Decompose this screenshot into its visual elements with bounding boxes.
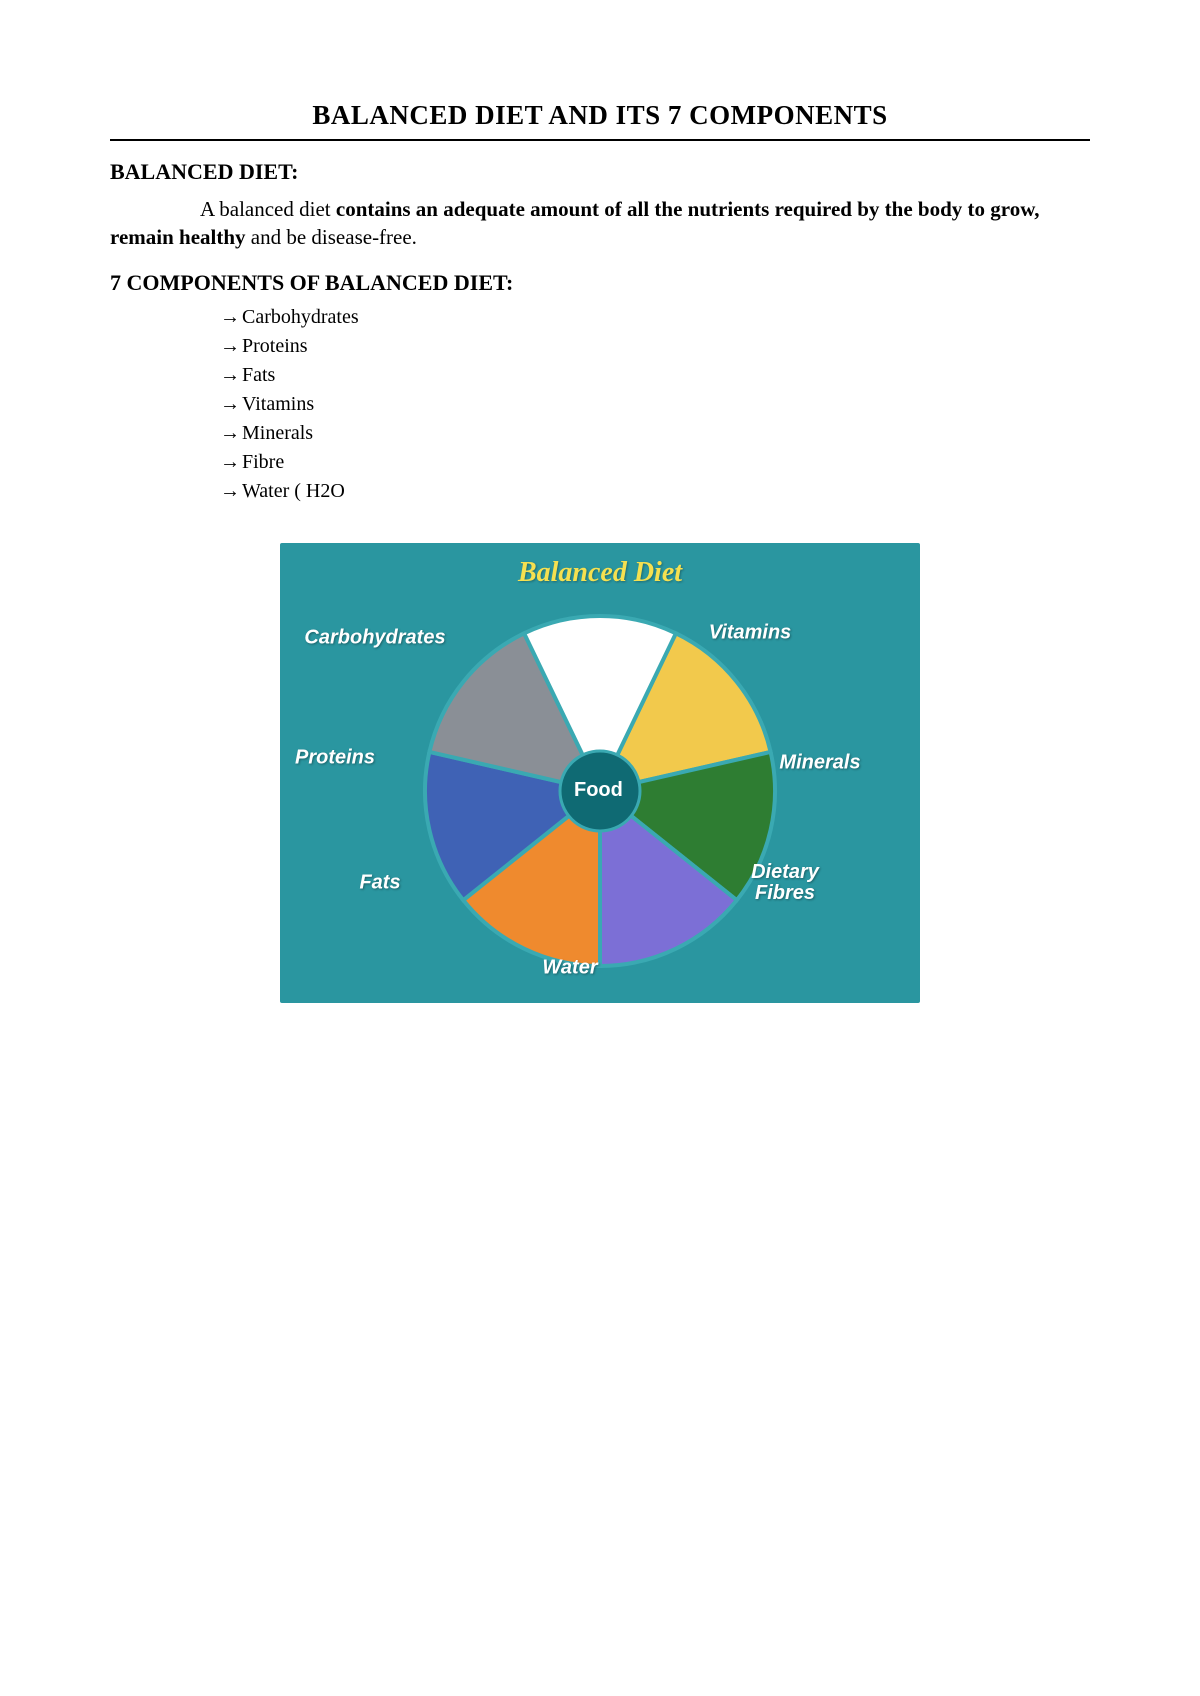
list-item-label: Carbohydrates — [242, 306, 359, 328]
components-list: →Carbohydrates→Proteins→Fats→Vitamins→Mi… — [220, 306, 1090, 503]
list-item-label: Water ( H2O — [242, 480, 345, 502]
list-item: →Vitamins — [220, 393, 1090, 416]
pie-slice-label: Minerals — [779, 752, 860, 773]
pie-slice-label: Water — [542, 957, 597, 978]
arrow-icon: → — [220, 451, 242, 474]
list-item-label: Fibre — [242, 451, 284, 473]
pie-slice-label: Vitamins — [709, 622, 792, 643]
para-lead: A balanced diet — [200, 197, 336, 221]
chart-title: Balanced Diet — [280, 557, 920, 589]
list-item: →Water ( H2O — [220, 480, 1090, 503]
pie-slice-label: Fats — [359, 872, 400, 893]
list-item: →Fats — [220, 364, 1090, 387]
intro-paragraph: A balanced diet contains an adequate amo… — [110, 195, 1090, 252]
para-tail: and be disease-free. — [246, 225, 417, 249]
section-heading-components: 7 COMPONENTS OF BALANCED DIET: — [110, 270, 1090, 296]
list-item-label: Proteins — [242, 335, 308, 357]
arrow-icon: → — [220, 480, 242, 503]
list-item: →Carbohydrates — [220, 306, 1090, 329]
arrow-icon: → — [220, 364, 242, 387]
title-rule — [110, 139, 1090, 141]
arrow-icon: → — [220, 335, 242, 358]
list-item: →Proteins — [220, 335, 1090, 358]
arrow-icon: → — [220, 306, 242, 329]
balanced-diet-pie-chart: Balanced Diet Food Vitamins Minerals Dietary… — [280, 543, 920, 1003]
pie-slice-label: Proteins — [295, 747, 375, 768]
list-item-label: Vitamins — [242, 393, 314, 415]
page-title: BALANCED DIET AND ITS 7 COMPONENTS — [110, 100, 1090, 131]
list-item: →Fibre — [220, 451, 1090, 474]
arrow-icon: → — [220, 422, 242, 445]
list-item-label: Fats — [242, 364, 275, 386]
list-item-label: Minerals — [242, 422, 313, 444]
pie-slice-label: DietaryFibres — [751, 862, 819, 904]
section-heading-balanced-diet: BALANCED DIET: — [110, 159, 1090, 185]
pie-slice-label: Carbohydrates — [304, 627, 445, 648]
pie-center-label: Food — [574, 779, 623, 802]
arrow-icon: → — [220, 393, 242, 416]
list-item: →Minerals — [220, 422, 1090, 445]
chart-container: Balanced Diet Food Vitamins Minerals Dietary… — [110, 543, 1090, 1003]
